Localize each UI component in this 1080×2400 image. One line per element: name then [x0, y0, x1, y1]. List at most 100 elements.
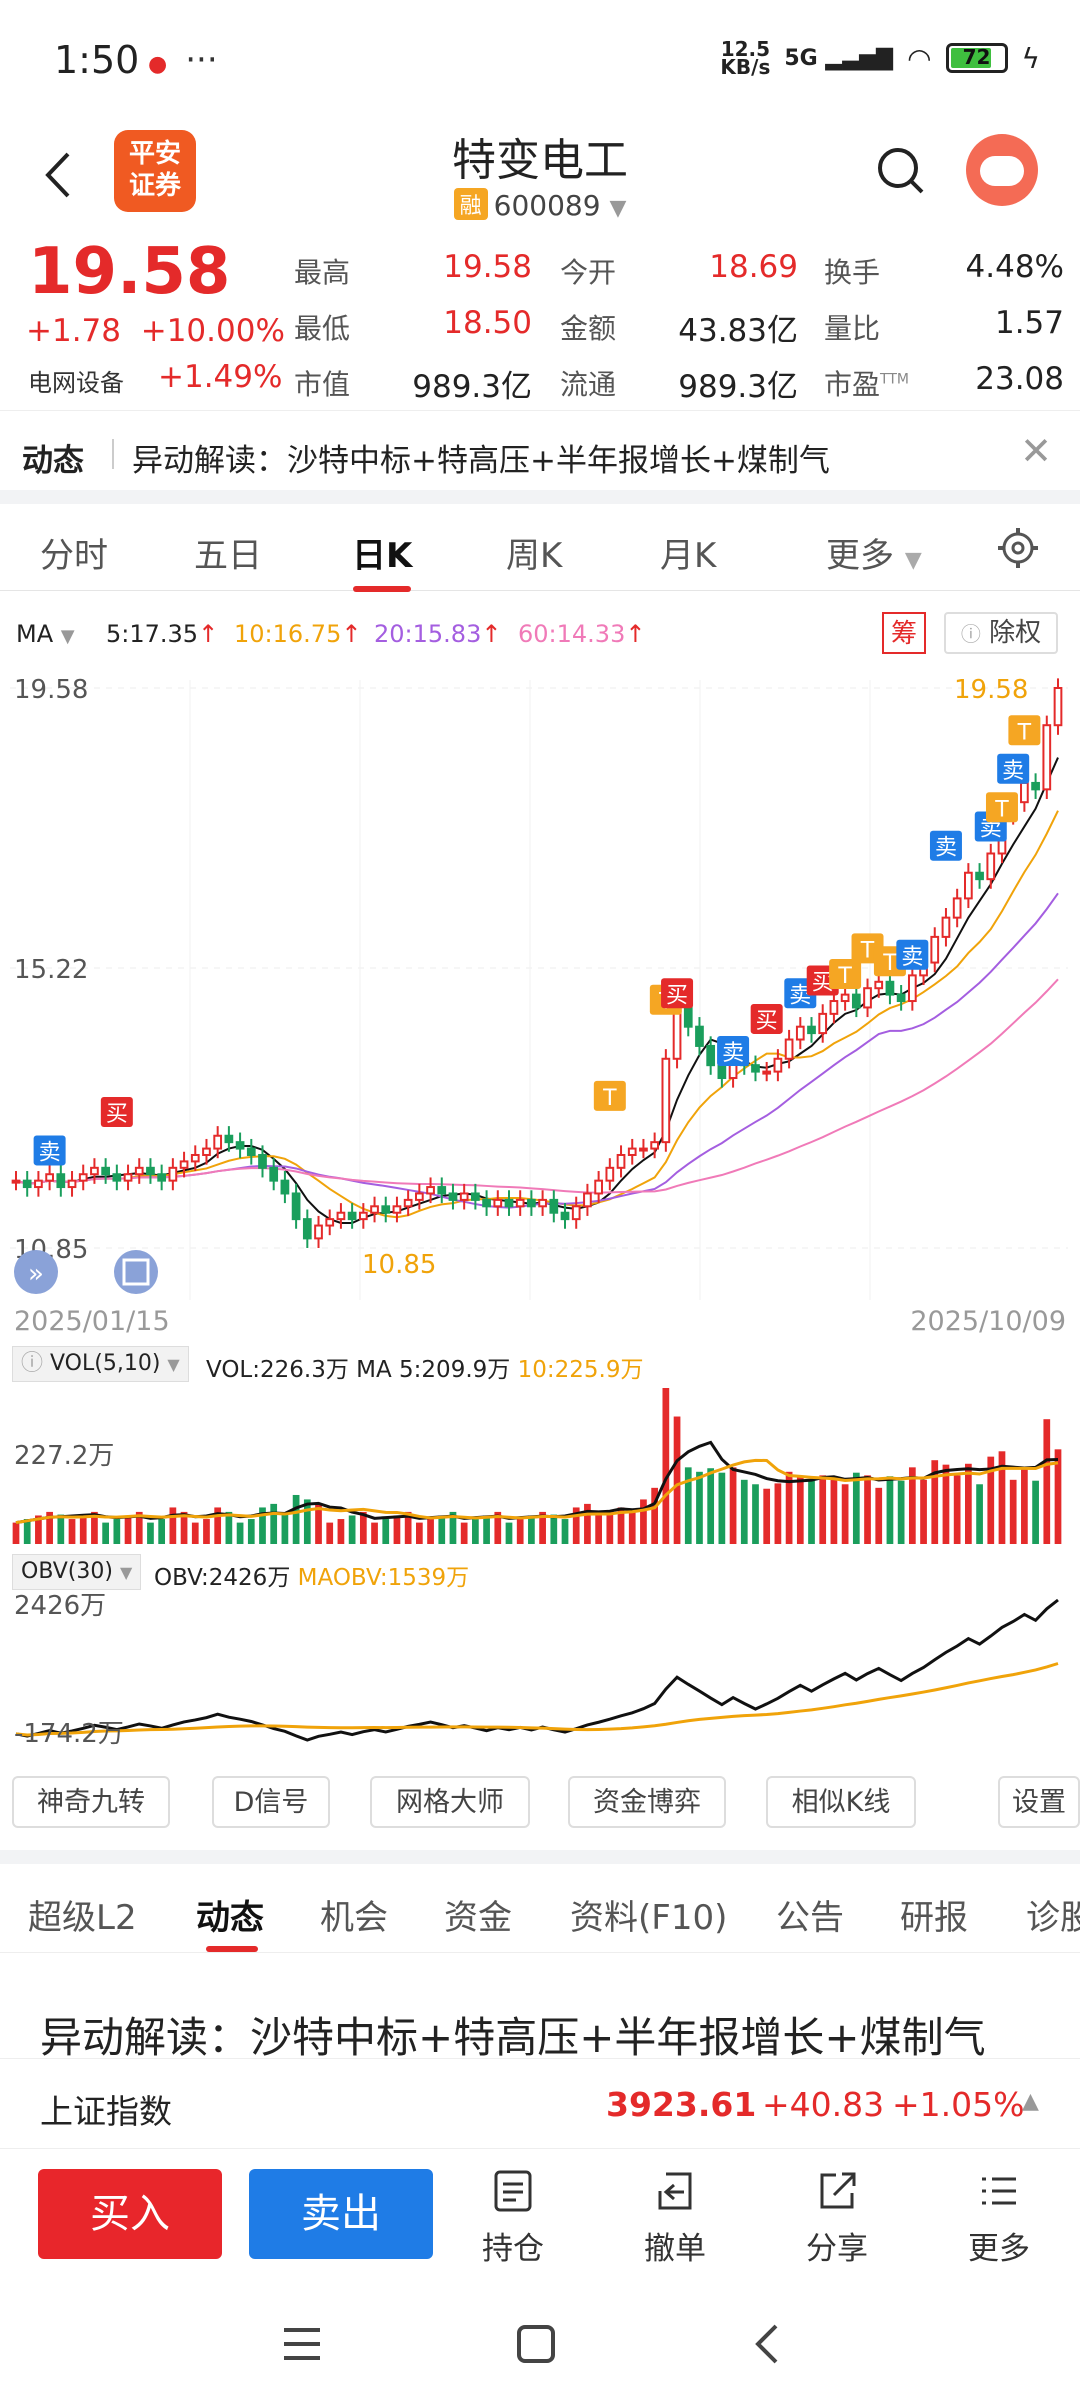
news-headline[interactable]: 异动解读：沙特中标+特高压+半年报增长+煤制气 — [40, 2013, 986, 2062]
trade-tag-label: T — [860, 938, 875, 963]
broker-logo[interactable]: 平安 证券 — [114, 130, 196, 212]
candle — [818, 1012, 828, 1035]
ex-rights-button[interactable]: ⓘ 除权 — [944, 612, 1058, 654]
candle — [964, 871, 973, 900]
volume-bar — [169, 1507, 177, 1544]
svg-text:»: » — [28, 1259, 44, 1289]
tool-settings[interactable]: 设置 — [998, 1776, 1080, 1828]
news-bar[interactable]: 动态 异动解读：沙特中标+特高压+半年报增长+煤制气 ✕ — [0, 410, 1080, 491]
tab-intraday[interactable]: 分时 — [40, 536, 108, 576]
ma-selector[interactable]: MA ▼ — [16, 620, 75, 648]
candle — [583, 1192, 592, 1208]
cancel-order-button[interactable]: 撤单 — [620, 2169, 730, 2268]
volume-bar — [23, 1519, 31, 1544]
volume-bar — [147, 1522, 154, 1544]
sell-button[interactable]: 卖出 — [249, 2169, 433, 2259]
ma20-value: 20:15.83↑ — [374, 620, 502, 648]
candle — [213, 1134, 223, 1150]
assistant-avatar[interactable] — [966, 134, 1038, 206]
news-text[interactable]: 异动解读：沙特中标+特高压+半年报增长+煤制气 — [132, 443, 830, 479]
tab-research[interactable]: 研报 — [900, 1898, 968, 1938]
tool-magic-nine[interactable]: 神奇九转 — [12, 1776, 170, 1828]
tool-grid-master[interactable]: 网格大师 — [370, 1776, 530, 1828]
tab-daily-k[interactable]: 日K — [352, 536, 413, 576]
volume-bar — [673, 1416, 681, 1544]
volume-bar — [382, 1519, 390, 1544]
trade-tag-label: 卖 — [1002, 759, 1024, 784]
chip-button[interactable]: 筹 — [882, 612, 926, 654]
search-icon[interactable] — [876, 146, 926, 200]
volume-bar — [191, 1522, 199, 1544]
home-icon[interactable] — [516, 2324, 556, 2364]
tab-announcement[interactable]: 公告 — [776, 1898, 844, 1938]
tab-weekly-k[interactable]: 周K — [506, 536, 563, 576]
obv-chart[interactable]: 2426万 -174.2万 — [0, 1590, 1080, 1760]
tab-monthly-k[interactable]: 月K — [660, 536, 717, 576]
trade-bar: 买入 卖出 持仓 撤单 分享 更多 — [0, 2148, 1080, 2289]
industry-name[interactable]: 电网设备 — [28, 369, 124, 397]
volume-bar — [270, 1503, 278, 1544]
tab-diagnosis[interactable]: 诊股 — [1026, 1898, 1080, 1938]
chevron-up-icon[interactable]: ▲ — [1022, 2089, 1039, 2114]
trade-tag-label: T — [602, 1086, 617, 1111]
trade-tag-label: 买 — [106, 1102, 128, 1127]
index-ticker[interactable]: 上证指数 3923.61 +40.83 +1.05% ▲ — [0, 2058, 1080, 2149]
trade-tag-label: T — [837, 964, 852, 989]
obv-indicator-selector[interactable]: OBV(30) ▼ — [12, 1554, 142, 1590]
tab-funds[interactable]: 资金 — [444, 1898, 512, 1938]
tool-fund-game[interactable]: 资金博弈 — [568, 1776, 726, 1828]
volume-bar — [808, 1480, 815, 1544]
more-button[interactable]: 更多 — [944, 2169, 1054, 2268]
tool-d-signal[interactable]: D信号 — [212, 1776, 330, 1828]
label-volume-ratio: 量比 — [824, 312, 881, 345]
y-tick-mid: 15.22 — [14, 955, 88, 985]
candle — [639, 1147, 648, 1152]
expand-icon[interactable]: » — [14, 1250, 58, 1294]
trade-tag-label: 卖 — [901, 945, 923, 970]
candle — [1042, 724, 1052, 791]
volume-bar — [494, 1511, 502, 1544]
vol-indicator-selector[interactable]: ⓘ VOL(5,10) ▼ — [12, 1346, 189, 1382]
candle — [616, 1153, 626, 1169]
volume-chart[interactable]: 227.2万 — [0, 1384, 1080, 1550]
tab-f10[interactable]: 资料(F10) — [570, 1898, 728, 1938]
tab-news[interactable]: 动态 — [196, 1898, 264, 1938]
volume-bar — [550, 1514, 558, 1544]
tab-five-day[interactable]: 五日 — [194, 536, 262, 576]
tool-similar-k[interactable]: 相似K线 — [766, 1776, 916, 1828]
candle — [190, 1153, 200, 1163]
back-nav-icon[interactable] — [752, 2322, 782, 2366]
share-icon — [820, 2172, 856, 2209]
stock-code[interactable]: 融 600089 ▼ — [0, 188, 1080, 222]
value-market-cap: 989.3亿 — [412, 369, 532, 405]
gear-icon[interactable] — [996, 526, 1040, 570]
volume-bar — [303, 1499, 311, 1544]
tool-buttons: 神奇九转 D信号 网格大师 资金博弈 相似K线 设置 — [0, 1776, 1080, 1836]
fullscreen-icon[interactable] — [114, 1250, 158, 1294]
last-price-marker: 19.58 — [954, 675, 1028, 705]
label-low: 最低 — [294, 312, 351, 345]
label-amount: 金额 — [560, 312, 617, 345]
buy-button[interactable]: 买入 — [38, 2169, 222, 2259]
tab-more[interactable]: 更多 ▼ — [826, 536, 922, 576]
volume-bar — [415, 1522, 423, 1544]
back-icon[interactable] — [40, 150, 76, 200]
volume-bar — [135, 1511, 143, 1544]
obv-legend: OBV:2426万 MAOBV:1539万 — [154, 1565, 470, 1591]
label-pe: 市盈TTM — [824, 368, 909, 401]
value-float-cap: 989.3亿 — [678, 369, 798, 405]
tab-super-l2[interactable]: 超级L2 — [28, 1898, 137, 1938]
kline-chart[interactable]: 卖买TT买卖买卖买TTT卖卖卖T卖T 19.58 15.22 10.85 19.… — [0, 660, 1080, 1340]
tab-opportunity[interactable]: 机会 — [320, 1898, 388, 1938]
recent-apps-icon[interactable] — [282, 2324, 322, 2364]
volume-bar — [662, 1388, 670, 1544]
close-icon[interactable]: ✕ — [1020, 429, 1052, 473]
share-button[interactable]: 分享 — [782, 2169, 892, 2268]
candle — [437, 1186, 447, 1195]
candle — [235, 1141, 245, 1150]
positions-button[interactable]: 持仓 — [458, 2169, 568, 2268]
volume-bar — [740, 1479, 748, 1544]
volume-bar — [472, 1519, 479, 1544]
candle — [325, 1218, 335, 1227]
date-end: 2025/10/09 — [910, 1306, 1066, 1337]
